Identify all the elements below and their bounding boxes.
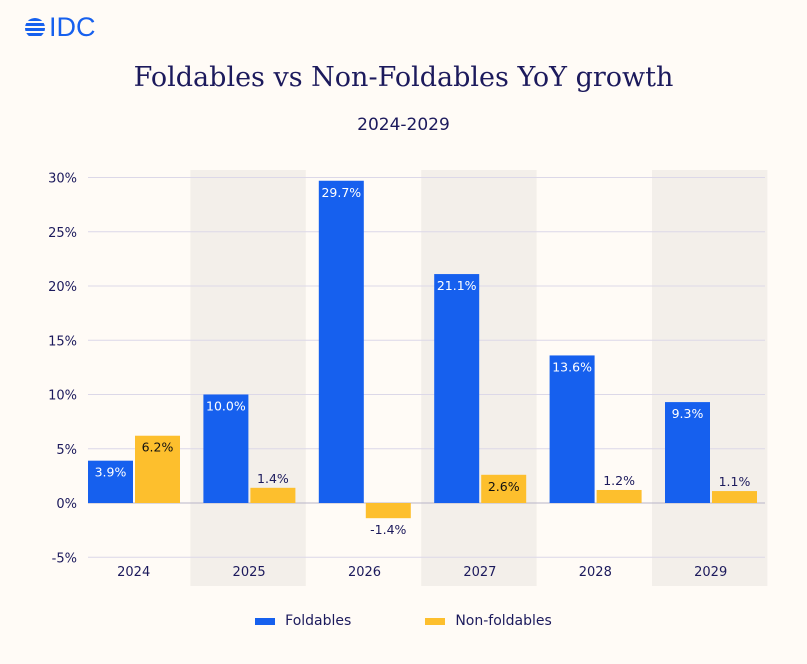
x-tick-label: 2025 [233, 565, 266, 580]
x-tick-label: 2024 [117, 565, 150, 580]
data-label: 2.6% [488, 479, 520, 494]
y-tick-label: 15% [48, 334, 77, 349]
bar-non-foldables [365, 503, 411, 519]
chart-title: Foldables vs Non-Foldables YoY growth [133, 62, 674, 93]
legend-swatch-foldables [255, 617, 276, 625]
bar-non-foldables [481, 474, 527, 503]
data-label: 6.2% [142, 440, 174, 455]
category-band [190, 170, 306, 586]
bar-non-foldables [712, 491, 757, 503]
y-tick-label: 5% [56, 443, 77, 458]
bar-foldables [434, 274, 480, 503]
y-tick-label: 0% [56, 497, 77, 512]
y-tick-label: 30% [48, 172, 77, 187]
bar-foldables [88, 460, 133, 503]
x-tick-label: 2026 [348, 565, 381, 580]
bar-chart: 30% 25% 20% 15% 10% 5% 0% -5% 3.9% 10.0% 29.7% 21.1… [48, 170, 768, 586]
y-tick-label: 10% [48, 389, 77, 404]
x-tick-label: 2027 [463, 565, 496, 580]
data-label: 10.0% [206, 399, 246, 414]
globe-icon [25, 17, 45, 36]
data-label: -1.4% [370, 522, 406, 537]
bar-foldables [203, 394, 249, 503]
x-tick-label: 2029 [694, 565, 727, 580]
bar-non-foldables [135, 435, 180, 503]
y-tick-label: 20% [48, 280, 77, 295]
legend-swatch-non-foldables [425, 617, 446, 625]
data-label: 13.6% [552, 359, 592, 374]
bar-foldables [665, 402, 710, 503]
bar-non-foldables [250, 487, 296, 503]
data-label: 1.2% [603, 473, 635, 488]
category-band [652, 170, 768, 586]
logo-text: IDC [49, 12, 96, 42]
chart-subtitle: 2024-2029 [357, 115, 450, 135]
bar-foldables [549, 355, 595, 503]
bar-non-foldables [596, 489, 642, 503]
idc-logo: IDC [24, 14, 96, 41]
data-label: 1.4% [257, 471, 289, 486]
x-tick-label: 2028 [579, 565, 612, 580]
data-label: 9.3% [672, 406, 704, 421]
data-label: 3.9% [95, 465, 127, 480]
legend-label: Non-foldables [455, 613, 552, 629]
data-label: 21.1% [437, 278, 477, 293]
y-tick-label: 25% [48, 226, 77, 241]
legend-item-non-foldables: Non-foldables [425, 613, 552, 629]
legend-label: Foldables [285, 613, 352, 629]
bar-foldables [318, 180, 364, 503]
legend: Foldables Non-foldables [0, 613, 807, 629]
data-label: 1.1% [719, 474, 751, 489]
legend-item-foldables: Foldables [255, 613, 351, 629]
y-tick-label: -5% [52, 551, 77, 566]
data-label: 29.7% [321, 185, 361, 200]
